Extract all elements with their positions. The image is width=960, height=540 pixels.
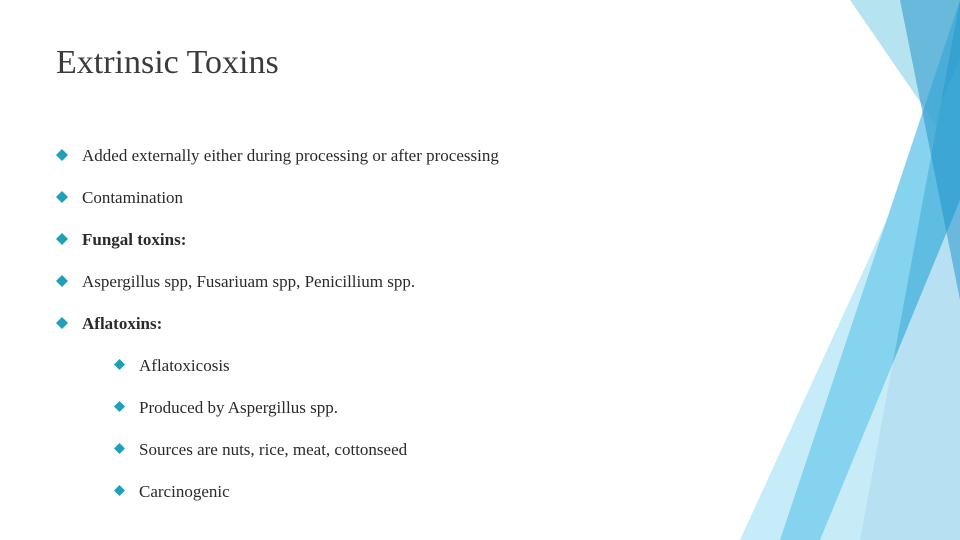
diamond-bullet-icon [56, 233, 68, 245]
decor-triangles [720, 0, 960, 540]
sub-bullet-item: Produced by Aspergillus spp. [114, 398, 700, 418]
bullet-list: Added externally either during processin… [56, 146, 700, 502]
diamond-bullet-icon [56, 317, 68, 329]
sub-bullet-item: Aflatoxicosis [114, 356, 700, 376]
bullet-item: Aflatoxins: [56, 314, 700, 334]
sub-bullet-item: Sources are nuts, rice, meat, cottonseed [114, 440, 700, 460]
bullet-text: Aspergillus spp, Fusariuam spp, Penicill… [82, 272, 415, 292]
bullet-text: Aflatoxins: [82, 314, 162, 334]
diamond-bullet-icon [114, 443, 125, 454]
diamond-bullet-icon [114, 485, 125, 496]
sub-bullet-text: Carcinogenic [139, 482, 230, 502]
sub-bullet-text: Sources are nuts, rice, meat, cottonseed [139, 440, 407, 460]
bullet-item: Aspergillus spp, Fusariuam spp, Penicill… [56, 272, 700, 292]
diamond-bullet-icon [56, 149, 68, 161]
diamond-bullet-icon [56, 191, 68, 203]
diamond-bullet-icon [56, 275, 68, 287]
bullet-text: Added externally either during processin… [82, 146, 499, 166]
diamond-bullet-icon [114, 401, 125, 412]
slide-title: Extrinsic Toxins [56, 44, 700, 82]
bullet-item: Added externally either during processin… [56, 146, 700, 166]
sub-bullet-item: Carcinogenic [114, 482, 700, 502]
bullet-text: Contamination [82, 188, 183, 208]
sub-bullet-text: Produced by Aspergillus spp. [139, 398, 338, 418]
slide: Extrinsic Toxins Added externally either… [0, 0, 960, 540]
sub-bullet-list: Aflatoxicosis Produced by Aspergillus spp… [114, 356, 700, 502]
content-area: Extrinsic Toxins Added externally either… [56, 44, 700, 524]
bullet-item: Fungal toxins: [56, 230, 700, 250]
diamond-bullet-icon [114, 359, 125, 370]
bullet-item: Contamination [56, 188, 700, 208]
sub-bullet-text: Aflatoxicosis [139, 356, 230, 376]
bullet-text: Fungal toxins: [82, 230, 186, 250]
